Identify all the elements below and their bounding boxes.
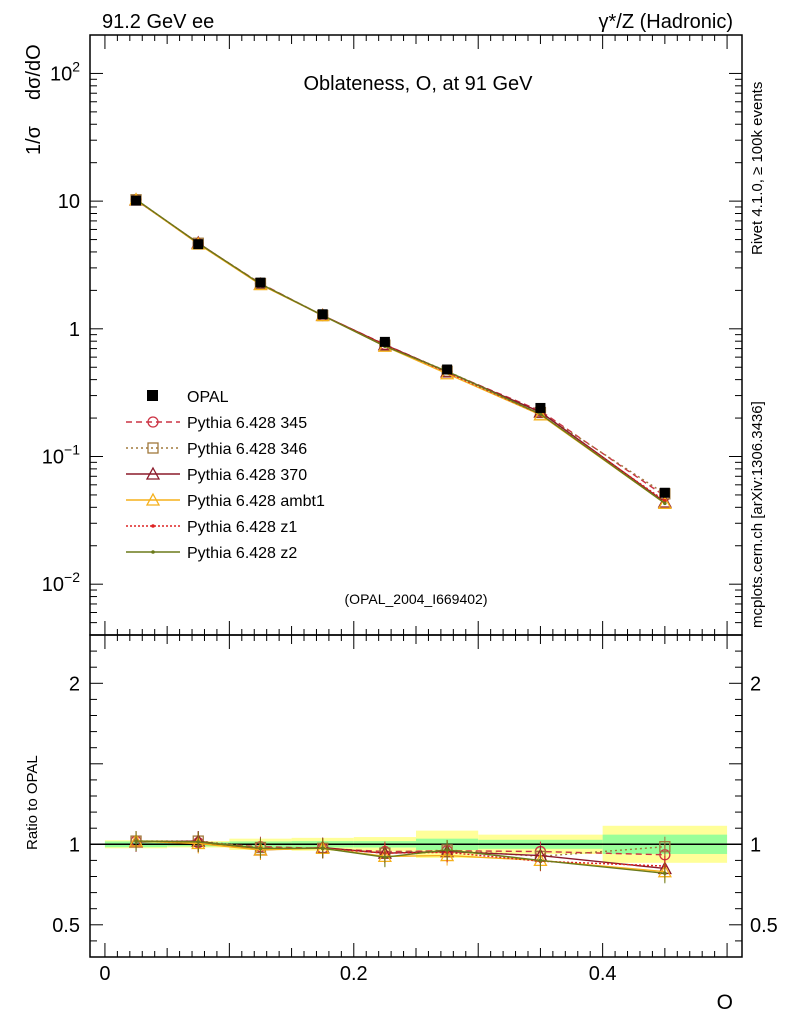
x-tick-label: 0.2	[340, 963, 368, 985]
y-axis-label-2: dσ/dO	[23, 44, 45, 100]
data-point	[255, 277, 266, 288]
marker-dot	[151, 550, 155, 554]
marker-dot	[258, 846, 263, 851]
marker-dot	[320, 846, 325, 851]
y-tick-exponent: −1	[64, 442, 80, 458]
y-tick-label: 102	[50, 58, 80, 85]
marker-dot	[538, 412, 543, 416]
marker-triangle	[145, 466, 161, 480]
ratio-tick-label-right: 1	[750, 834, 761, 856]
data-point	[659, 487, 670, 498]
marker-dot	[663, 498, 667, 503]
data-point	[379, 336, 390, 347]
legend-label: Pythia 6.428 345	[187, 415, 307, 432]
x-tick-label: 0	[99, 963, 110, 985]
y-tick-base: 10	[50, 63, 72, 85]
main-title: Oblateness, O, at 91 GeV	[303, 73, 533, 95]
ratio-series-pythia-6-428-z2	[134, 831, 667, 884]
y-tick-exponent: −2	[64, 569, 80, 585]
data-point	[442, 364, 453, 375]
x-tick-label: 0.4	[589, 963, 617, 985]
ratio-tick-label-right: 2	[750, 673, 761, 695]
legend-label: Pythia 6.428 ambt1	[187, 493, 325, 510]
marker-dot	[663, 871, 667, 876]
marker-square	[659, 841, 671, 853]
y-tick-exponent: 2	[72, 58, 80, 74]
x-axis-label: O	[717, 991, 733, 1014]
data-point	[535, 402, 546, 413]
marker-dot	[538, 858, 543, 863]
marker-dot	[663, 501, 667, 506]
legend-label: Pythia 6.428 z2	[187, 545, 297, 562]
marker-circle	[147, 416, 159, 428]
x-axis: 0 0.2 0.4	[99, 35, 728, 985]
marker-dot	[445, 848, 449, 852]
y-tick-base: 10	[42, 574, 64, 596]
ratio-tick-label: 1	[69, 834, 80, 856]
data-point	[317, 309, 328, 320]
legend-label: Pythia 6.428 346	[187, 441, 307, 458]
ratio-tick-label-right: 0.5	[750, 915, 778, 937]
header-left: 91.2 GeV ee	[102, 11, 214, 33]
series-line	[135, 198, 666, 504]
y-tick-label: 1	[69, 319, 80, 341]
marker-dot	[151, 524, 155, 528]
ratio-line	[136, 840, 665, 874]
legend-label: Pythia 6.428 370	[187, 467, 307, 484]
y-tick-label: 10−2	[42, 569, 80, 596]
marker-triangle	[657, 495, 672, 509]
legend-marker-opal	[147, 390, 158, 401]
marker-dot	[134, 839, 138, 843]
mcplots-label: mcplots.cern.ch [arXiv:1306.3436]	[749, 401, 766, 628]
watermark: (OPAL_2004_I669402)	[345, 591, 488, 607]
marker-triangle	[145, 492, 161, 506]
ratio-tick-label: 2	[69, 673, 80, 695]
rivet-label: Rivet 4.1.0, ≥ 100k events	[749, 82, 766, 255]
ratio-y-axis: 0.5 0.5 1 1 2 2	[52, 634, 778, 958]
marker-square	[147, 442, 159, 454]
legend-label: Pythia 6.428 z1	[187, 519, 297, 536]
legend: OPAL Pythia 6.428 345 Pythia 6.428 346 Pyth…	[126, 389, 325, 562]
ratio-tick-label: 0.5	[52, 915, 80, 937]
legend-label-opal: OPAL	[187, 389, 229, 406]
marker-dot	[196, 840, 201, 844]
y-axis-label-1: 1/σ	[23, 125, 45, 155]
data-point	[193, 239, 204, 250]
data-point	[131, 195, 142, 206]
y-tick-label: 10−1	[42, 442, 80, 469]
marker-triangle	[533, 407, 548, 421]
ratio-y-label: Ratio to OPAL	[24, 755, 41, 850]
y-tick-label: 10	[58, 191, 80, 213]
ratio-plot-frame	[89, 634, 743, 958]
header-right: γ*/Z (Hadronic)	[599, 11, 733, 33]
marker-dot	[383, 855, 387, 859]
y-tick-base: 10	[42, 447, 64, 469]
